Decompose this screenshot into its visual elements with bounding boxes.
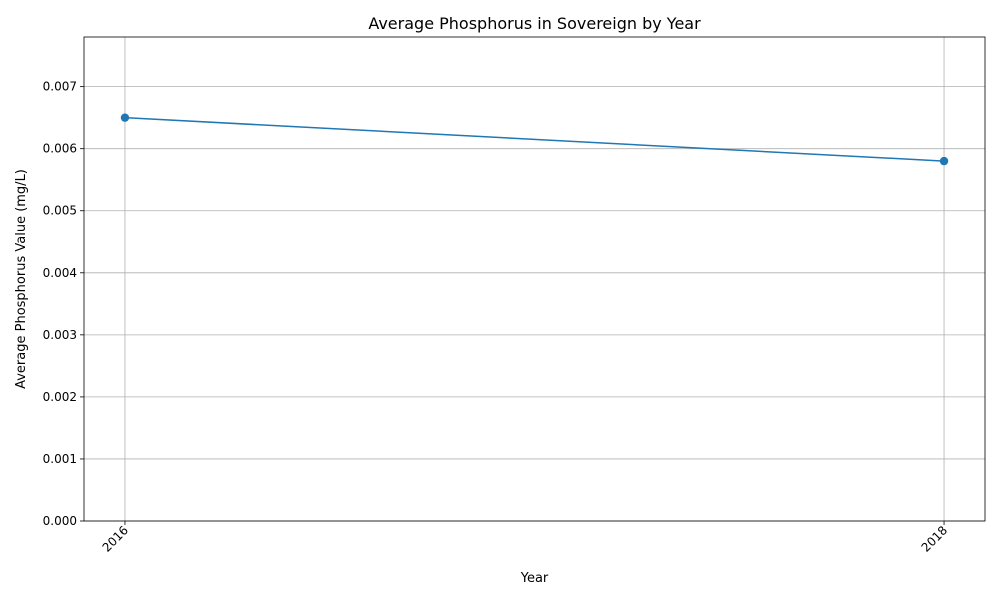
y-tick-label: 0.005: [43, 204, 77, 218]
y-tick-label: 0.006: [43, 142, 77, 156]
x-tick-label: 2018: [919, 523, 950, 554]
series-line: [124, 116, 945, 162]
chart-title: Average Phosphorus in Sovereign by Year: [368, 14, 701, 33]
data-point: [120, 113, 130, 122]
y-tick-label: 0.004: [43, 266, 77, 280]
y-tick-label: 0.007: [43, 80, 77, 94]
y-tick-label: 0.003: [43, 328, 77, 342]
y-tick-label: 0.002: [43, 390, 77, 404]
grid: [84, 37, 985, 522]
data-point: [939, 156, 949, 166]
y-tick-label: 0.001: [43, 452, 77, 466]
x-tick-label: 2016: [100, 523, 131, 554]
ticks: 0.000 0.001 0.002 0.003 0.004 0.005 0.006 0.007…: [43, 80, 951, 555]
series-layer: [120, 113, 949, 166]
y-tick-label: 0.000: [43, 514, 77, 528]
y-axis-label: Average Phosphorus Value (mg/L): [14, 169, 29, 389]
x-axis-label: Year: [520, 571, 549, 586]
axes-frame: [83, 36, 986, 522]
